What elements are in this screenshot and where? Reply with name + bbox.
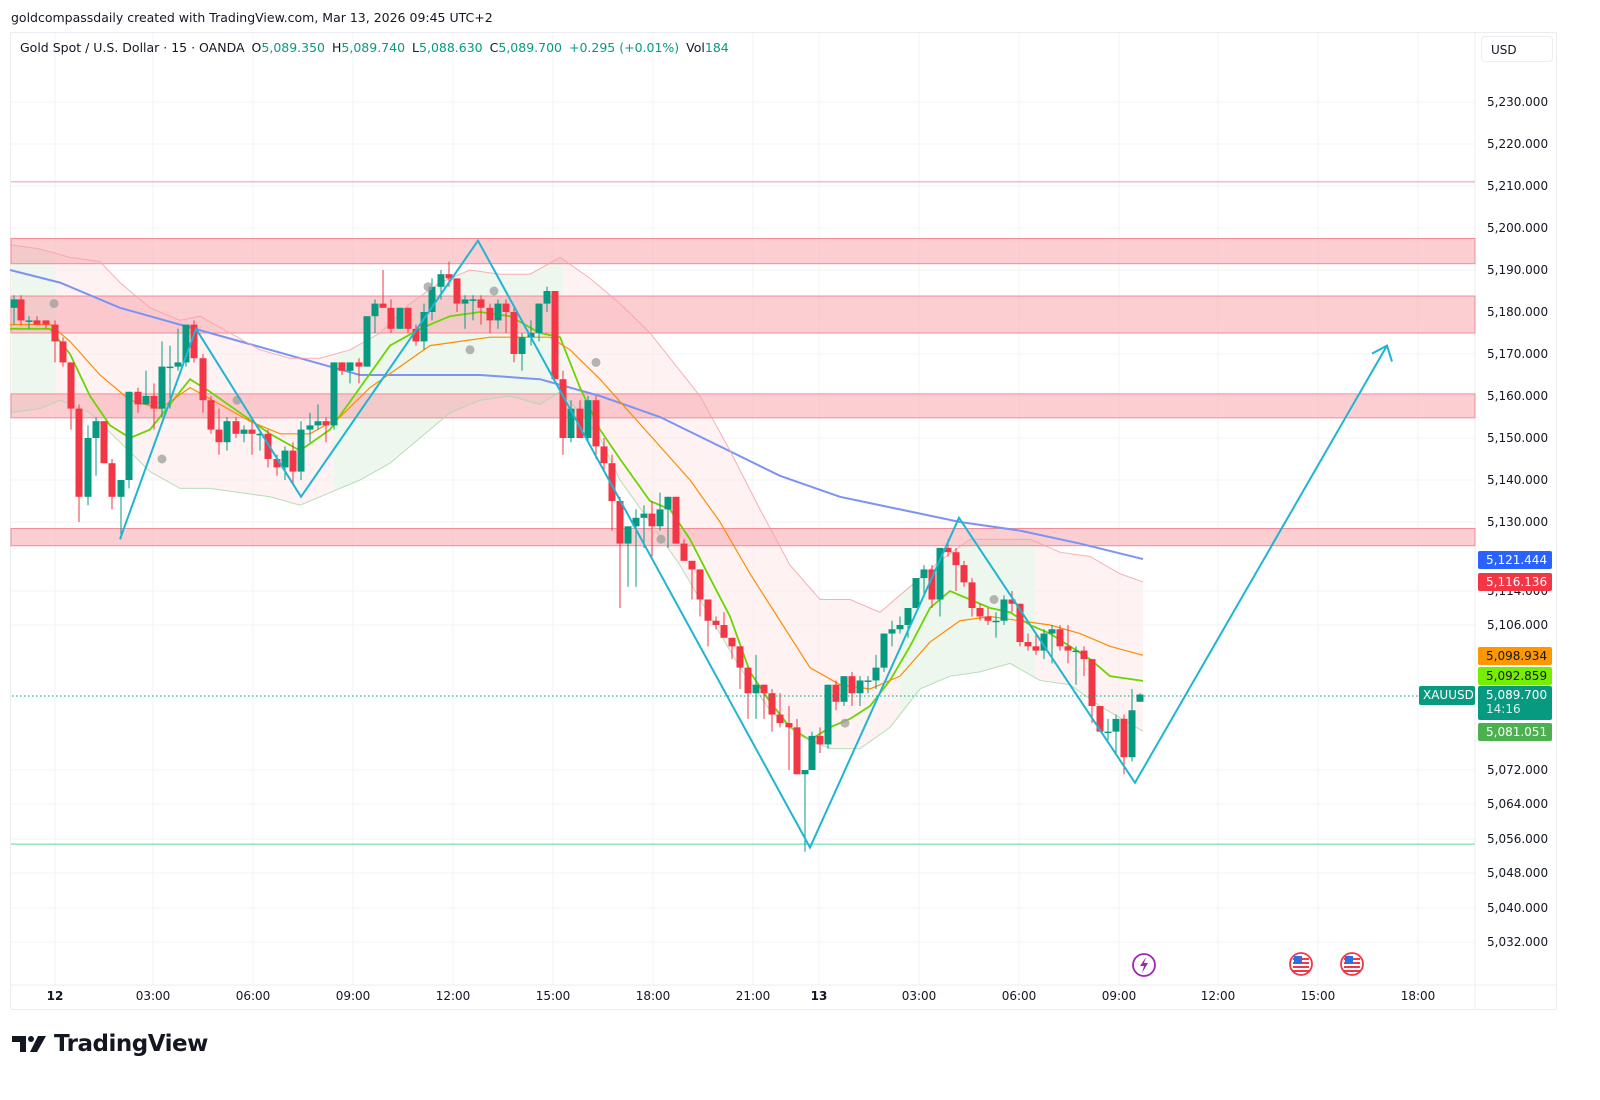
- zigzag-projection[interactable]: [119, 238, 1393, 850]
- tradingview-logo[interactable]: TradingView: [12, 1031, 208, 1057]
- svg-text:15:00: 15:00: [1301, 989, 1336, 1003]
- svg-text:5,064.000: 5,064.000: [1487, 797, 1548, 811]
- volume-value: 184: [704, 40, 729, 55]
- close-value: 5,089.700: [498, 40, 562, 55]
- svg-text:5,150.000: 5,150.000: [1487, 431, 1548, 445]
- price-axis-labels[interactable]: 5,230.000 5,220.000 5,210.000 5,200.000 5,19…: [1487, 95, 1548, 949]
- resistance-zones: [10, 238, 1476, 547]
- symbol-title[interactable]: Gold Spot / U.S. Dollar · 15 · OANDA: [20, 40, 245, 55]
- bb-upper-value: 5,116.136: [1478, 573, 1552, 591]
- symbol-tag: XAUUSD: [1419, 686, 1475, 705]
- svg-text:5,056.000: 5,056.000: [1487, 832, 1548, 846]
- tradingview-wordmark: TradingView: [54, 1031, 208, 1057]
- svg-text:03:00: 03:00: [136, 989, 171, 1003]
- svg-text:03:00: 03:00: [902, 989, 937, 1003]
- lightning-event-icon[interactable]: [1132, 953, 1156, 977]
- volume-label: Vol: [686, 40, 705, 55]
- svg-text:15:00: 15:00: [536, 989, 571, 1003]
- resistance-zone-middle: [10, 393, 1476, 419]
- svg-text:5,230.000: 5,230.000: [1487, 95, 1548, 109]
- indicator-fills: [10, 244, 1143, 749]
- svg-text:5,140.000: 5,140.000: [1487, 473, 1548, 487]
- last-price-value: 5,089.700: [1486, 688, 1548, 702]
- svg-text:5,040.000: 5,040.000: [1487, 901, 1548, 915]
- signal-dots: [49, 282, 999, 728]
- svg-text:5,180.000: 5,180.000: [1487, 305, 1548, 319]
- svg-text:5,048.000: 5,048.000: [1487, 866, 1548, 880]
- close-label: C: [489, 40, 499, 55]
- svg-text:5,170.000: 5,170.000: [1487, 347, 1548, 361]
- horizontal-levels: [11, 181, 1475, 845]
- us-flag-event-icon[interactable]: [1340, 952, 1364, 976]
- ema-slow-value: 5,098.934: [1478, 647, 1552, 665]
- svg-text:5,160.000: 5,160.000: [1487, 389, 1548, 403]
- last-price-tag: 5,089.700 14:16: [1478, 686, 1552, 720]
- bar-countdown: 14:16: [1486, 702, 1521, 716]
- svg-text:5,200.000: 5,200.000: [1487, 221, 1548, 235]
- svg-text:06:00: 06:00: [1002, 989, 1037, 1003]
- open-value: 5,089.350: [261, 40, 326, 55]
- svg-text:09:00: 09:00: [1102, 989, 1137, 1003]
- open-label: O: [251, 40, 262, 55]
- resistance-zone-top: [10, 238, 1476, 265]
- svg-text:5,130.000: 5,130.000: [1487, 515, 1548, 529]
- svg-text:12:00: 12:00: [1201, 989, 1236, 1003]
- indicator-lines: [9, 244, 1144, 750]
- svg-text:12:00: 12:00: [436, 989, 471, 1003]
- svg-text:5,190.000: 5,190.000: [1487, 263, 1548, 277]
- svg-text:18:00: 18:00: [636, 989, 671, 1003]
- svg-text:06:00: 06:00: [236, 989, 271, 1003]
- svg-text:09:00: 09:00: [336, 989, 371, 1003]
- chart-frame: [10, 32, 1557, 1010]
- svg-text:18:00: 18:00: [1401, 989, 1436, 1003]
- ohlc-legend: Gold Spot / U.S. Dollar · 15 · OANDA O5,…: [20, 40, 729, 55]
- time-axis-labels[interactable]: 12 03:00 06:00 09:00 12:00 15:00 18:00 21:00 13 0…: [47, 989, 1436, 1003]
- svg-text:5,220.000: 5,220.000: [1487, 137, 1548, 151]
- svg-text:5,072.000: 5,072.000: [1487, 763, 1548, 777]
- high-value: 5,089.740: [341, 40, 406, 55]
- high-label: H: [332, 40, 342, 55]
- resistance-zone-upper: [10, 295, 1476, 334]
- low-value: 5,088.630: [419, 40, 483, 55]
- ma-200-value: 5,121.444: [1478, 551, 1552, 569]
- us-flag-event-icon[interactable]: [1289, 952, 1313, 976]
- chart-credit: goldcompassdaily created with TradingVie…: [11, 10, 493, 25]
- resistance-zone-lower: [10, 527, 1476, 547]
- svg-text:21:00: 21:00: [736, 989, 771, 1003]
- svg-text:5,106.000: 5,106.000: [1487, 618, 1548, 632]
- svg-text:12: 12: [47, 989, 64, 1003]
- currency-selector[interactable]: USD: [1481, 36, 1553, 62]
- low-label: L: [412, 40, 420, 55]
- bb-lower-value: 5,081.051: [1478, 723, 1552, 741]
- svg-text:13: 13: [811, 989, 828, 1003]
- tradingview-logo-icon: [12, 1036, 46, 1052]
- svg-text:5,032.000: 5,032.000: [1487, 935, 1548, 949]
- economic-events[interactable]: [1132, 952, 1364, 977]
- ema-fast-value: 5,092.859: [1478, 667, 1552, 685]
- svg-text:5,210.000: 5,210.000: [1487, 179, 1548, 193]
- candlesticks: [10, 261, 1144, 852]
- grid-lines: [11, 33, 1556, 1010]
- change-value: +0.295 (+0.01%): [569, 40, 680, 55]
